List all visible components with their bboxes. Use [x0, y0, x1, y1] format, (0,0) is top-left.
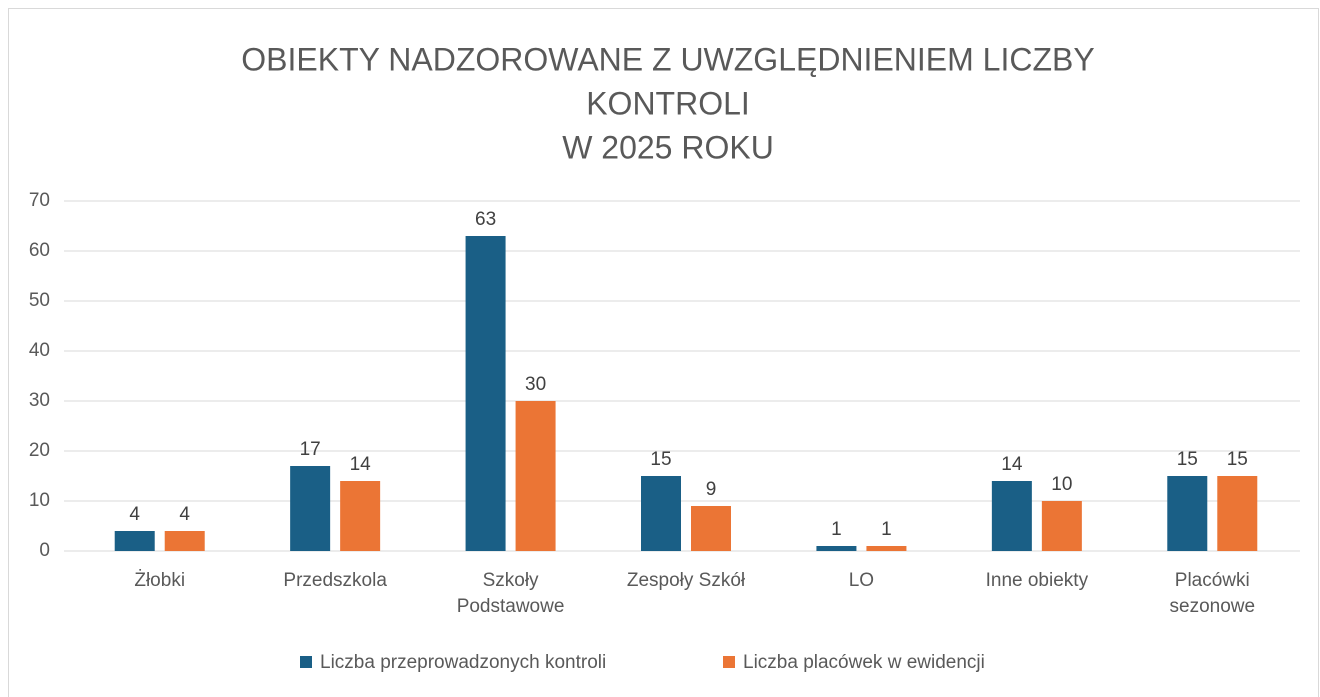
legend-label: Liczba placówek w ewidencji: [743, 652, 985, 673]
y-tick-label: 70: [29, 190, 50, 211]
bar: [290, 466, 331, 551]
y-tick-label: 30: [29, 390, 50, 411]
x-tick-label: Zespoły Szkół: [626, 570, 746, 591]
bar: [866, 546, 907, 551]
chart-title: W 2025 ROKU: [562, 129, 774, 165]
x-tick-label: LO: [848, 570, 875, 591]
bar: [114, 531, 155, 551]
y-tick-label: 10: [29, 490, 50, 511]
chart-title: KONTROLI: [586, 85, 750, 121]
data-label: 30: [525, 374, 546, 395]
legend-label: Liczba przeprowadzonych kontroli: [320, 652, 606, 673]
data-label: 10: [1051, 474, 1072, 495]
data-label: 4: [179, 504, 190, 525]
data-label: 15: [650, 449, 671, 470]
bar: [641, 476, 681, 551]
data-label: 1: [881, 519, 892, 540]
data-label: 15: [1227, 449, 1248, 470]
bar: [340, 481, 381, 551]
bar: [465, 236, 506, 551]
bar: [991, 481, 1032, 551]
data-label: 14: [1001, 454, 1023, 475]
bar: [1167, 476, 1208, 551]
bar: [164, 531, 205, 551]
chart-title: OBIEKTY NADZOROWANE Z UWZGLĘDNIENIEM LIC…: [241, 41, 1094, 77]
x-tick-label: Placówki sezonowe: [1169, 570, 1256, 617]
bar: [1041, 501, 1082, 551]
y-tick-label: 0: [39, 540, 50, 561]
data-label: 1: [831, 519, 842, 540]
x-tick-label: Szkoły Podstawowe: [456, 570, 565, 617]
legend-swatch: [723, 656, 735, 668]
y-tick-label: 20: [29, 440, 50, 461]
y-tick-label: 60: [29, 240, 50, 261]
data-label: 17: [300, 439, 321, 460]
bar: [816, 546, 857, 551]
y-tick-label: 50: [29, 290, 50, 311]
x-tick-label: Inne obiekty: [985, 570, 1089, 591]
bar: [515, 401, 556, 551]
chart-border: [8, 8, 1319, 697]
data-label: 15: [1177, 449, 1198, 470]
y-tick-label: 40: [29, 340, 50, 361]
x-tick-label: Żłobki: [134, 570, 186, 591]
x-tick-label: Przedszkola: [283, 570, 387, 591]
bar: [1217, 476, 1258, 551]
bar: [691, 506, 731, 551]
data-label: 63: [475, 209, 496, 230]
legend-swatch: [300, 656, 312, 668]
data-label: 14: [350, 454, 372, 475]
data-label: 9: [706, 479, 717, 500]
data-label: 4: [129, 504, 140, 525]
